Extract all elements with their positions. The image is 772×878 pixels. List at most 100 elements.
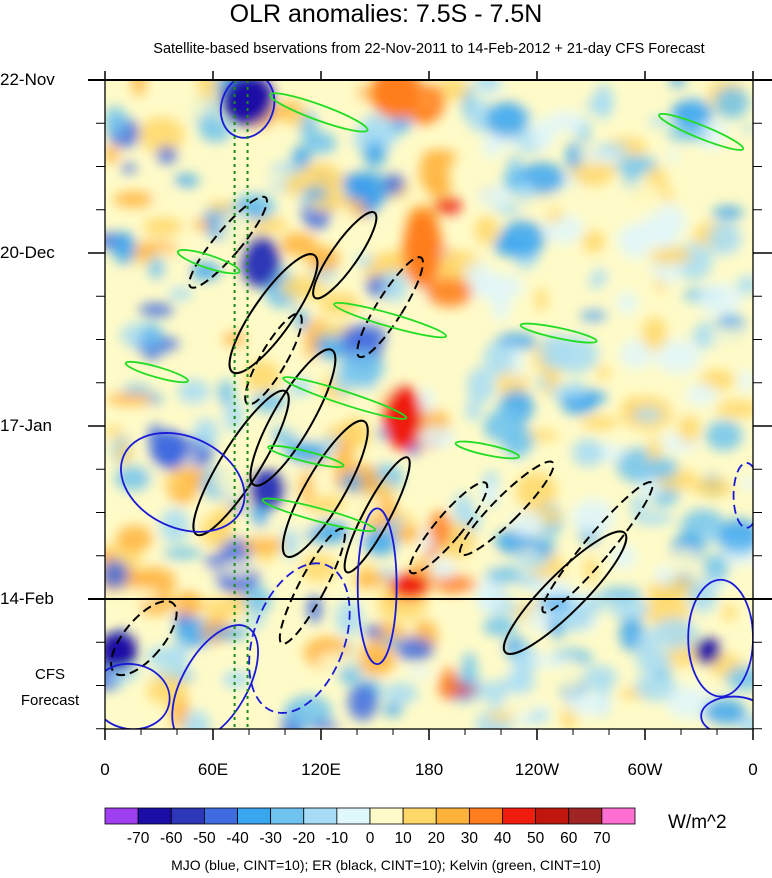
olr-cell <box>289 377 312 398</box>
convective-core <box>105 631 138 671</box>
olr-cell <box>105 106 127 136</box>
olr-cell <box>631 512 674 526</box>
olr-cell <box>280 232 317 257</box>
olr-cell <box>304 187 328 200</box>
olr-cell <box>474 215 499 245</box>
olr-cell <box>530 118 555 151</box>
colorbar-swatch <box>502 807 537 825</box>
olr-cell <box>487 679 507 709</box>
olr-cell <box>651 618 699 649</box>
olr-cell <box>740 476 753 491</box>
colorbar-label: -70 <box>127 830 150 847</box>
er-contour <box>228 253 319 375</box>
x-tick-label-60w: 60W <box>627 760 663 779</box>
convective-core <box>247 469 287 509</box>
olr-cell <box>206 201 235 213</box>
colorbar-swatch <box>237 807 272 825</box>
kelvin-contour <box>124 360 189 384</box>
colorbar-label: -60 <box>160 830 183 847</box>
olr-cell <box>618 181 664 218</box>
er-contour <box>502 530 628 655</box>
olr-cell <box>722 251 751 275</box>
olr-cell <box>243 617 266 629</box>
olr-cell <box>418 154 450 192</box>
forecast-label-line2: Forecast <box>20 692 80 709</box>
olr-cell <box>173 174 200 187</box>
olr-cell <box>598 587 643 602</box>
olr-cell <box>296 162 343 198</box>
olr-cell <box>439 667 459 701</box>
olr-cell <box>279 275 327 300</box>
olr-cell <box>485 101 528 138</box>
olr-cell <box>591 268 608 286</box>
olr-cell <box>183 710 210 729</box>
olr-cell <box>703 698 746 725</box>
er-contour <box>408 481 489 575</box>
olr-cell <box>618 223 654 260</box>
er-contour <box>541 481 654 614</box>
olr-cell <box>419 386 434 415</box>
kelvin-contour <box>658 112 745 151</box>
axis-ticks <box>88 71 772 740</box>
olr-cell <box>142 217 183 237</box>
kelvin-contour <box>261 497 377 533</box>
olr-cell <box>734 562 753 578</box>
olr-cell <box>141 322 163 350</box>
kelvin-contour <box>454 440 520 460</box>
olr-cell <box>433 197 463 215</box>
olr-cell <box>177 379 210 405</box>
olr-cell <box>416 427 456 449</box>
olr-cell <box>132 80 146 97</box>
olr-anomaly-field <box>105 80 753 729</box>
olr-cell <box>138 303 174 317</box>
olr-cell <box>610 544 637 570</box>
olr-cell <box>300 110 318 145</box>
forecast-label: CFS Forecast <box>0 662 100 714</box>
mjo-contour <box>700 695 753 729</box>
olr-cell <box>121 163 137 174</box>
olr-cell <box>726 540 752 554</box>
mjo-contour <box>248 562 351 714</box>
colorbar-swatch <box>104 807 139 825</box>
er-contour <box>110 600 178 677</box>
colorbar-swatch <box>568 807 603 825</box>
y-tick-label-14-feb: 14-Feb <box>0 589 54 608</box>
olr-cell <box>216 564 256 576</box>
olr-cell <box>359 466 379 495</box>
olr-cell <box>546 110 585 133</box>
olr-cell <box>672 547 698 571</box>
olr-cell <box>720 132 740 159</box>
olr-cell <box>433 574 477 594</box>
olr-cell <box>667 148 680 162</box>
olr-cell <box>585 98 611 112</box>
olr-cell <box>539 333 570 370</box>
olr-cell <box>105 425 124 438</box>
colorbar-label: 20 <box>428 830 446 847</box>
olr-cell <box>697 282 742 316</box>
suppressed-core <box>403 209 442 288</box>
er-contour <box>458 460 555 557</box>
forecast-label-line1: CFS <box>35 666 65 683</box>
er-contour <box>356 256 424 359</box>
olr-cell <box>476 577 502 614</box>
olr-cell <box>709 326 753 345</box>
olr-cell <box>340 351 385 387</box>
olr-cell <box>383 703 403 717</box>
olr-cell <box>707 221 742 257</box>
olr-cell <box>306 246 340 273</box>
olr-cell <box>122 384 152 395</box>
olr-cell <box>217 379 235 407</box>
suppressed-core <box>370 80 423 119</box>
olr-cell <box>254 428 273 461</box>
colorbar-swatch <box>535 807 570 825</box>
olr-cell <box>192 219 211 231</box>
colorbar-swatch <box>203 807 238 825</box>
olr-cell <box>497 137 523 148</box>
olr-cell <box>670 80 685 88</box>
olr-cell <box>437 80 469 102</box>
er-contour <box>188 195 268 289</box>
convective-core <box>241 235 280 288</box>
olr-cell <box>736 274 753 295</box>
olr-cell <box>568 381 585 399</box>
olr-cell <box>581 230 606 254</box>
